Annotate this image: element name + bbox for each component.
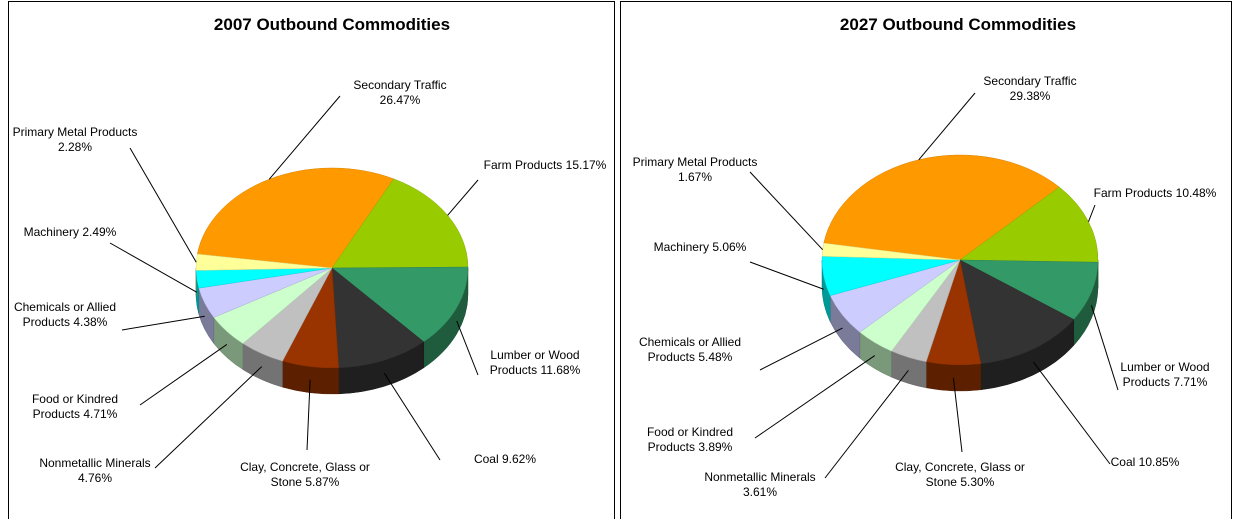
data-label: Machinery 2.49% <box>5 225 135 240</box>
data-label: Machinery 5.06% <box>635 240 765 255</box>
leader-line <box>759 327 843 371</box>
leader-line <box>1090 305 1119 391</box>
value-label: 15.17% <box>565 158 607 172</box>
category-label: Clay, Concrete, Glass or Stone <box>240 460 370 489</box>
data-label: Lumber or Wood Products 11.68% <box>470 348 600 378</box>
leader-line <box>749 171 824 251</box>
data-label: Clay, Concrete, Glass or Stone 5.87% <box>240 460 370 490</box>
category-label: Food or Kindred Products <box>31 392 119 421</box>
value-label: 9.62% <box>502 452 537 466</box>
category-label: Secondary Traffic <box>983 74 1077 88</box>
value-label: 3.89% <box>698 440 733 454</box>
value-label: 2.28% <box>57 140 93 154</box>
category-label: Chemicals or Allied Products <box>13 300 117 329</box>
data-label: Chemicals or Allied Products 4.38% <box>0 300 130 330</box>
data-label: Primary Metal Products 1.67% <box>630 155 760 185</box>
value-label: 4.38% <box>73 315 108 329</box>
leader-line <box>306 379 311 451</box>
category-label: Nonmetallic Minerals <box>704 470 816 484</box>
leader-line <box>109 242 198 293</box>
slice <box>197 167 395 269</box>
leader-line <box>447 179 479 216</box>
data-label: Coal 9.62% <box>440 452 570 467</box>
leader-line <box>139 344 228 406</box>
category-label: Machinery <box>23 225 79 239</box>
leader-line <box>383 373 441 461</box>
slice <box>959 259 1075 365</box>
leader-line <box>754 355 876 439</box>
value-label: 4.71% <box>83 407 118 421</box>
slice <box>331 266 469 343</box>
value-label: 5.48% <box>698 350 733 364</box>
category-label: Primary Metal Products <box>12 125 138 139</box>
data-label: Food or Kindred Products 4.71% <box>10 392 140 422</box>
category-label: Nonmetallic Minerals <box>39 456 151 470</box>
data-label: Chemicals or Allied Products 5.48% <box>625 335 755 365</box>
leader-line <box>952 377 963 453</box>
leader-line <box>824 370 909 479</box>
data-label: Primary Metal Products 2.28% <box>10 125 140 155</box>
leader-line <box>1088 204 1096 222</box>
leader-line <box>129 147 197 263</box>
category-label: Farm Products <box>1093 186 1173 200</box>
category-label: Secondary Traffic <box>353 78 447 92</box>
value-label: 11.68% <box>540 363 581 377</box>
data-label: Farm Products 10.48% <box>1090 186 1220 201</box>
category-label: Coal <box>1110 455 1136 469</box>
leader-line <box>749 261 824 290</box>
leader-line <box>918 92 976 161</box>
category-label: Lumber or Wood Products <box>489 348 580 377</box>
slice <box>331 267 425 369</box>
value-label: 5.87% <box>305 475 340 489</box>
data-label: Secondary Traffic 26.47% <box>335 78 465 108</box>
data-label: Nonmetallic Minerals 4.76% <box>30 456 160 486</box>
leader-line <box>456 320 479 376</box>
value-label: 2.49% <box>82 225 117 239</box>
leader-line <box>121 315 205 331</box>
value-label: 3.61% <box>742 485 778 499</box>
chart-title: 2027 Outbound Commodities <box>840 15 1076 34</box>
value-label: 5.30% <box>960 475 995 489</box>
category-label: Food or Kindred Products <box>646 425 734 454</box>
category-label: Primary Metal Products <box>632 155 758 169</box>
category-label: Machinery <box>653 240 709 254</box>
category-label: Clay, Concrete, Glass or Stone <box>895 460 1025 489</box>
value-label: 10.48% <box>1175 186 1217 200</box>
data-label: Secondary Traffic 29.38% <box>965 74 1095 104</box>
value-label: 7.71% <box>1173 375 1208 389</box>
value-label: 5.06% <box>712 240 747 254</box>
category-label: Farm Products <box>483 158 563 172</box>
leader-line <box>1032 361 1111 465</box>
value-label: 4.76% <box>77 471 113 485</box>
data-label: Nonmetallic Minerals 3.61% <box>695 470 825 500</box>
leader-line <box>268 95 341 180</box>
data-label: Clay, Concrete, Glass or Stone 5.30% <box>895 460 1025 490</box>
data-label: Lumber or Wood Products 7.71% <box>1100 360 1230 390</box>
value-label: 10.85% <box>1138 455 1180 469</box>
chart-title: 2007 Outbound Commodities <box>214 15 450 34</box>
value-label: 1.67% <box>677 170 713 184</box>
data-label: Farm Products 15.17% <box>480 158 610 173</box>
data-label: Coal 10.85% <box>1080 455 1210 470</box>
category-label: Lumber or Wood Products <box>1120 360 1210 389</box>
leader-line <box>154 366 263 469</box>
data-label: Food or Kindred Products 3.89% <box>625 425 755 455</box>
value-label: 26.47% <box>379 93 421 107</box>
category-label: Coal <box>473 452 499 466</box>
slice <box>959 259 1099 320</box>
value-label: 29.38% <box>1009 89 1051 103</box>
slice-side <box>925 361 982 392</box>
category-label: Chemicals or Allied Products <box>638 335 742 364</box>
